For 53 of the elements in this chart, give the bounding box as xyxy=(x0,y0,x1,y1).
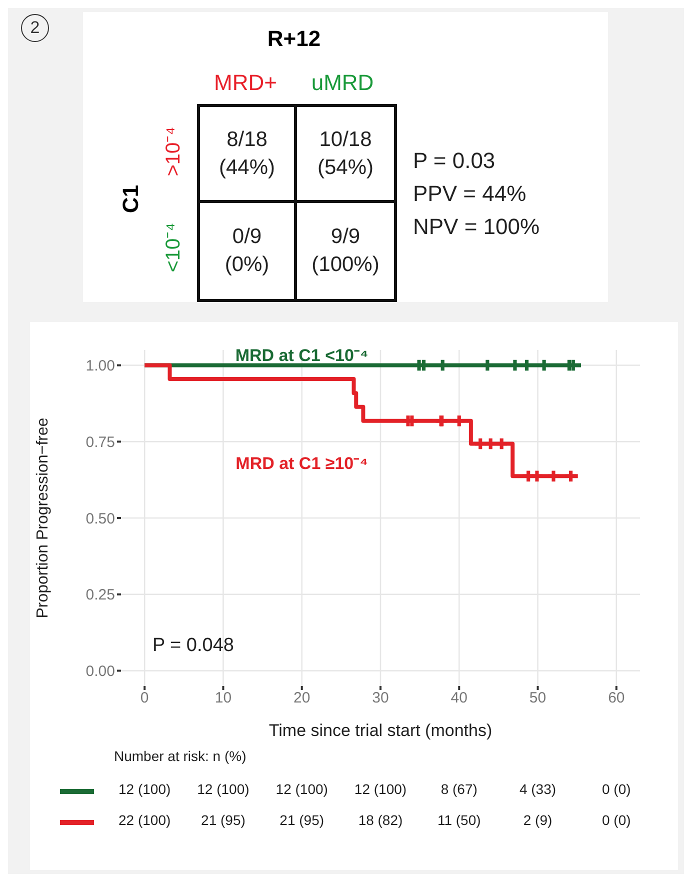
y-axis-title: Proportion Progression−free xyxy=(34,418,52,618)
text: 4 (33) xyxy=(518,781,558,797)
point xyxy=(475,438,486,450)
category-label: <10⁻⁴ xyxy=(162,222,184,272)
text: R+12 xyxy=(266,26,322,52)
text: 21 (95) xyxy=(278,812,326,828)
text: 12 (100) xyxy=(196,781,250,797)
text: 0 (0) xyxy=(601,781,632,797)
text: NPV = 100% xyxy=(413,214,540,240)
text: 11 (50) xyxy=(436,812,482,828)
category-label: uMRD xyxy=(310,70,375,96)
text: 12 (100) xyxy=(118,781,172,797)
x-tick-label: 40 xyxy=(450,690,468,707)
text: 0/9 (0%) xyxy=(200,203,297,299)
text: 9/9 (100%) xyxy=(297,203,394,299)
x-axis-title: Time since trial start (months) xyxy=(268,721,492,740)
text: 8/18 (44%) xyxy=(200,107,297,203)
text: 22 (100) xyxy=(118,812,172,828)
text: P = 0.03 xyxy=(413,148,496,174)
text: 2 (9) xyxy=(522,812,554,828)
text: 0 (0) xyxy=(601,812,632,828)
y-tick-label: 0.50 xyxy=(86,510,115,528)
point xyxy=(485,438,496,450)
category-label: MRD+ xyxy=(213,70,278,96)
x-tick-label: 20 xyxy=(294,690,310,707)
point xyxy=(532,470,542,482)
annotation: P = 0.048 xyxy=(152,635,234,658)
text: 12 (100) xyxy=(353,781,408,797)
text: 18 (82) xyxy=(357,812,404,828)
category-label: >10⁻⁴ xyxy=(162,126,184,176)
series-label: MRD at C1 <10⁻⁴ xyxy=(234,344,370,366)
point xyxy=(454,416,465,426)
text: Number at risk: n (%) xyxy=(114,748,246,764)
x-tick-label: 10 xyxy=(214,690,232,707)
text: 21 (95) xyxy=(200,812,246,828)
series-label: MRD at C1 ≥10⁻⁴ xyxy=(234,453,370,474)
y-tick-label: 1.00 xyxy=(86,358,115,375)
x-tick-label: 30 xyxy=(372,690,389,707)
y-tick-label: 0.25 xyxy=(86,586,115,604)
point xyxy=(496,438,507,450)
y-tick-label: 0.75 xyxy=(86,434,115,451)
text: C1 xyxy=(118,184,144,216)
x-tick-label: 50 xyxy=(529,690,546,707)
text: 10/18 (54%) xyxy=(297,107,394,203)
point xyxy=(565,470,576,482)
text: PPV = 44% xyxy=(413,181,526,207)
text: 12 (100) xyxy=(274,781,329,797)
text: 2 xyxy=(21,14,49,42)
text: 8 (67) xyxy=(440,781,478,797)
y-tick-label: 0.00 xyxy=(86,663,115,680)
x-tick-label: 0 xyxy=(140,690,149,707)
point xyxy=(548,470,559,482)
x-tick-label: 60 xyxy=(608,690,625,707)
